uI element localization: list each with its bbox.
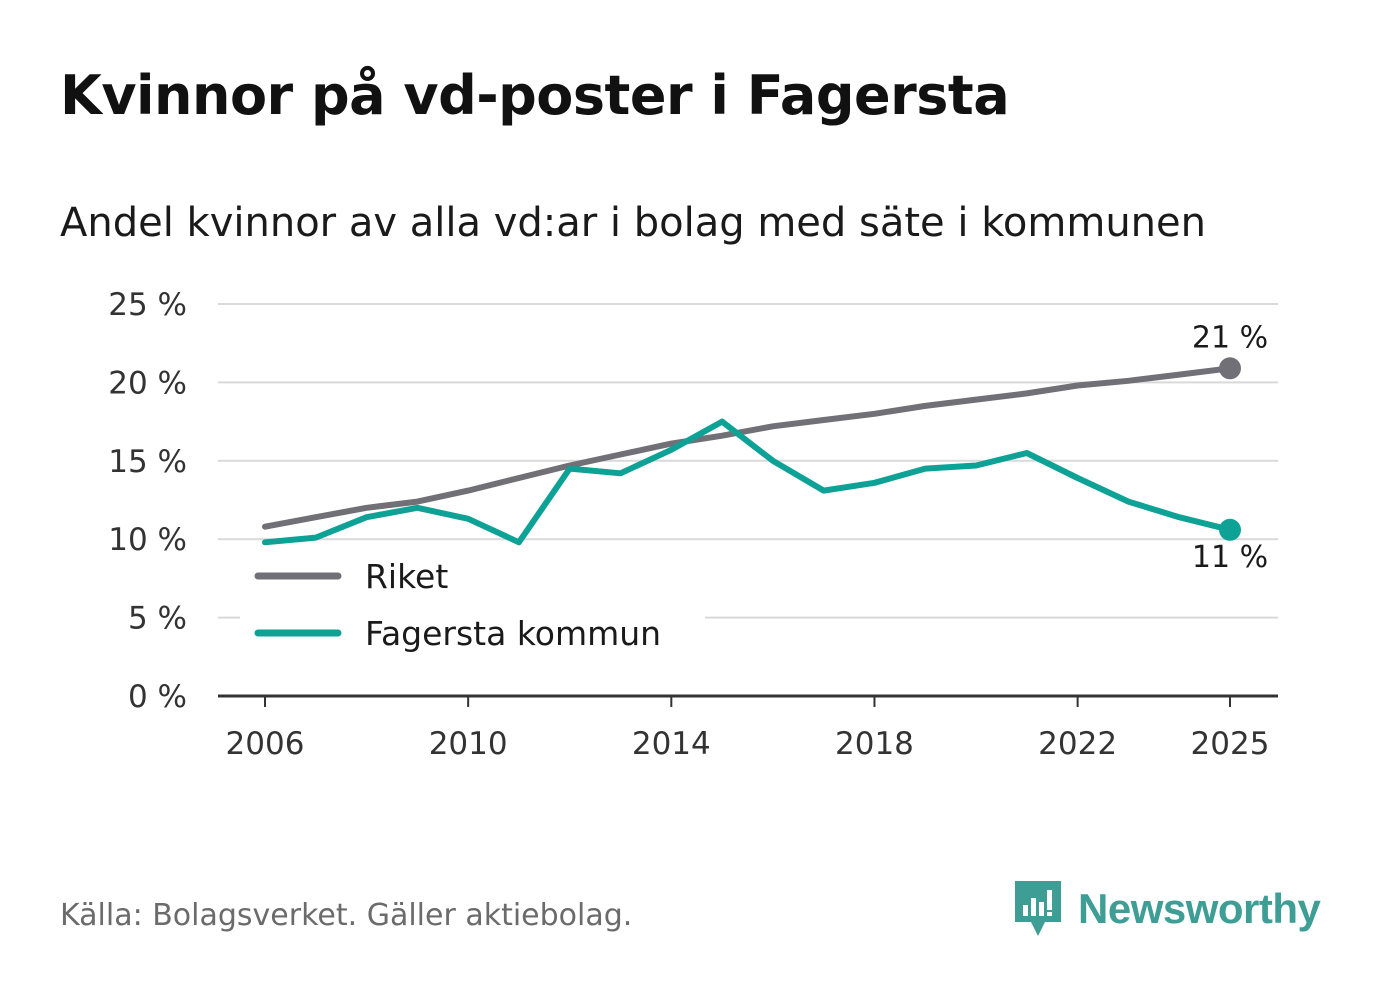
y-tick-label: 15 %: [108, 444, 187, 480]
y-tick-label: 5 %: [128, 601, 187, 637]
x-tick-label: 2022: [1038, 726, 1117, 762]
legend-label: Riket: [365, 557, 448, 596]
x-tick-label: 2018: [835, 726, 914, 762]
y-tick-label: 10 %: [108, 522, 187, 558]
end-labels: 21 % 11 %: [1192, 320, 1268, 575]
newsworthy-logo-icon: [1015, 881, 1061, 936]
line-chart: 0 %5 %10 %15 %20 %25 % 2006 2010 2014 2018 2…: [108, 287, 1278, 762]
x-axis-tick-labels: 2006 2010 2014 2018 2022 2025: [226, 726, 1270, 762]
series-lines: [262, 365, 1233, 546]
chart-subtitle: Andel kvinnor av alla vd:ar i bolag med …: [60, 200, 1206, 246]
series-line-riket: [262, 365, 1233, 530]
y-tick-label: 25 %: [108, 287, 187, 323]
end-point: [1219, 518, 1241, 541]
source-note: Källa: Bolagsverket. Gäller aktiebolag.: [60, 898, 633, 933]
legend: Riket Fagersta kommun: [240, 552, 705, 662]
end-value-label: 21 %: [1192, 320, 1268, 355]
chart-title: Kvinnor på vd-poster i Fagersta: [60, 64, 1010, 127]
y-tick-label: 0 %: [128, 679, 187, 715]
legend-background: [240, 552, 705, 662]
x-tick-label: 2006: [226, 726, 305, 762]
end-value-label: 11 %: [1192, 540, 1268, 575]
x-tick-label: 2010: [429, 726, 508, 762]
x-axis: [218, 694, 1278, 707]
y-axis-tick-labels: 0 % 5 % 10 % 15 % 20 % 25 %: [108, 287, 187, 715]
brand-name: Newsworthy: [1078, 885, 1321, 932]
x-tick-label: 2025: [1191, 726, 1270, 762]
y-tick-label: 20 %: [108, 365, 187, 401]
series-line-fagersta: [262, 418, 1233, 546]
end-point: [1219, 357, 1241, 380]
legend-label: Fagersta kommun: [365, 614, 661, 653]
brand-logo: Newsworthy: [1012, 878, 1321, 940]
x-tick-label: 2014: [632, 726, 711, 762]
